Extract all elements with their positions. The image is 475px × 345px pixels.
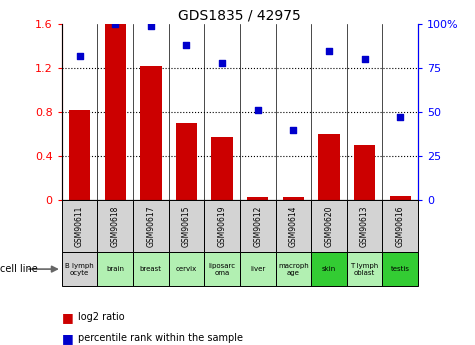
Bar [211,137,233,200]
Text: GSM90618: GSM90618 [111,205,120,247]
Text: GSM90615: GSM90615 [182,205,191,247]
Bar [133,252,169,286]
Bar [176,123,197,200]
Bar [354,145,375,200]
Bar [133,200,169,252]
Bar [169,252,204,286]
Bar [276,252,311,286]
Bar [104,24,126,200]
Bar [276,200,311,252]
Text: cervix: cervix [176,266,197,272]
Bar [311,252,347,286]
Bar [204,200,240,252]
Text: log2 ratio: log2 ratio [78,313,125,322]
Text: testis: testis [390,266,409,272]
Text: liver: liver [250,266,266,272]
Point [218,60,226,66]
Bar [283,197,304,200]
Bar [318,134,340,200]
Bar [240,252,276,286]
Text: GSM90616: GSM90616 [396,205,405,247]
Text: GSM90611: GSM90611 [75,205,84,247]
Text: liposarc
oma: liposarc oma [209,263,236,276]
Bar [140,66,162,200]
Bar [382,200,418,252]
Text: macroph
age: macroph age [278,263,309,276]
Point [289,127,297,132]
Bar [169,200,204,252]
Point [396,115,404,120]
Text: ■: ■ [62,332,74,345]
Text: B lymph
ocyte: B lymph ocyte [65,263,94,276]
Bar [382,252,418,286]
Text: percentile rank within the sample: percentile rank within the sample [78,333,243,343]
Point [254,108,261,113]
Text: brain: brain [106,266,124,272]
Bar [69,110,90,200]
Bar [347,200,382,252]
Point [182,42,190,48]
Text: GSM90613: GSM90613 [360,205,369,247]
Bar [62,252,97,286]
Text: GSM90619: GSM90619 [218,205,227,247]
Point [325,48,332,53]
Point [76,53,84,59]
Point [361,57,369,62]
Text: T lymph
oblast: T lymph oblast [351,263,379,276]
Bar [347,252,382,286]
Bar [390,196,411,200]
Text: GSM90620: GSM90620 [324,205,333,247]
Text: skin: skin [322,266,336,272]
Text: ■: ■ [62,311,74,324]
Text: breast: breast [140,266,162,272]
Point [111,21,119,27]
Text: GSM90612: GSM90612 [253,205,262,247]
Text: cell line: cell line [0,264,38,274]
Point [147,23,155,29]
Bar [204,252,240,286]
Text: GSM90614: GSM90614 [289,205,298,247]
Text: GSM90617: GSM90617 [146,205,155,247]
Bar [97,200,133,252]
Bar [62,200,97,252]
Bar [97,252,133,286]
Bar [311,200,347,252]
Title: GDS1835 / 42975: GDS1835 / 42975 [179,9,301,23]
Bar [247,197,268,200]
Bar [240,200,276,252]
